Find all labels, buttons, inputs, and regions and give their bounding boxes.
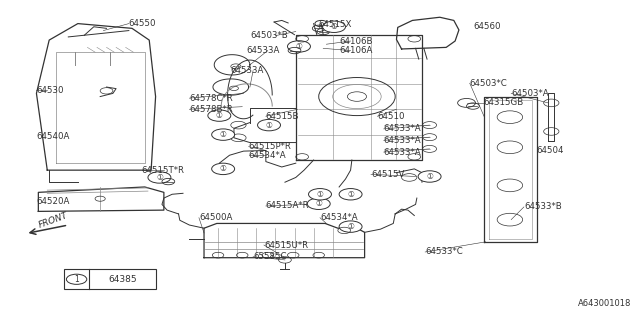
Circle shape — [67, 274, 87, 284]
Text: 64515P*R: 64515P*R — [248, 142, 291, 151]
Text: 64503*B: 64503*B — [250, 31, 287, 40]
Circle shape — [287, 41, 310, 52]
Text: 65585C: 65585C — [253, 252, 287, 261]
Text: FRONT: FRONT — [38, 211, 70, 230]
Text: 64578C*R: 64578C*R — [189, 94, 233, 103]
Text: 64534*A: 64534*A — [320, 213, 358, 222]
Text: 64533*A: 64533*A — [384, 124, 421, 133]
Circle shape — [208, 110, 231, 121]
Circle shape — [257, 119, 280, 131]
Text: ①: ① — [266, 121, 273, 130]
Text: A643001018: A643001018 — [577, 299, 631, 308]
Text: 64503*C: 64503*C — [470, 79, 508, 88]
Text: ①: ① — [220, 164, 227, 173]
Circle shape — [307, 198, 330, 210]
Text: 64530: 64530 — [36, 86, 64, 95]
Text: 64533*A: 64533*A — [384, 136, 421, 145]
Text: 64515A*R: 64515A*R — [266, 202, 310, 211]
Text: 64533A: 64533A — [246, 46, 280, 55]
Text: 64515U*R: 64515U*R — [264, 241, 308, 250]
Text: ①: ① — [331, 22, 337, 31]
Text: 64533*C: 64533*C — [425, 247, 463, 257]
Text: 64315GB: 64315GB — [484, 99, 524, 108]
Text: 64540A: 64540A — [36, 132, 70, 141]
Circle shape — [418, 171, 441, 182]
Bar — [64, 269, 156, 289]
Text: 64534*A: 64534*A — [248, 151, 286, 160]
Text: 64550: 64550 — [129, 19, 156, 28]
Text: 64515T*R: 64515T*R — [141, 166, 184, 175]
Text: 64515V: 64515V — [371, 170, 404, 179]
Text: 64533*A: 64533*A — [384, 148, 421, 156]
Text: ①: ① — [316, 199, 322, 208]
Text: 64533A: 64533A — [231, 66, 264, 75]
Text: 64385: 64385 — [108, 275, 137, 284]
Text: 64578B*R: 64578B*R — [189, 105, 233, 114]
Text: 64503*A: 64503*A — [511, 89, 548, 98]
Text: ①: ① — [216, 111, 223, 120]
Text: ①: ① — [426, 172, 433, 181]
Text: ①: ① — [317, 190, 323, 199]
Circle shape — [339, 188, 362, 200]
Text: 64520A: 64520A — [36, 197, 70, 206]
Text: 64560: 64560 — [473, 22, 500, 31]
Text: 64106A: 64106A — [339, 46, 372, 55]
Text: 64533*B: 64533*B — [524, 203, 562, 212]
Text: 64515B: 64515B — [266, 112, 300, 121]
Text: ①: ① — [156, 173, 163, 182]
Text: 64504: 64504 — [537, 146, 564, 155]
Text: 64106B: 64106B — [339, 36, 372, 45]
Circle shape — [308, 188, 332, 200]
Text: ①: ① — [347, 190, 354, 199]
Text: ①: ① — [220, 130, 227, 139]
Text: 64510: 64510 — [378, 112, 405, 121]
Text: 1: 1 — [74, 275, 79, 284]
Text: ①: ① — [347, 222, 354, 231]
Circle shape — [212, 129, 235, 140]
Text: 64500A: 64500A — [199, 213, 232, 222]
Circle shape — [323, 21, 346, 32]
Text: 64515X: 64515X — [319, 20, 352, 29]
Circle shape — [339, 221, 362, 232]
Text: ①: ① — [296, 42, 303, 51]
Circle shape — [212, 163, 235, 175]
Circle shape — [148, 172, 171, 183]
